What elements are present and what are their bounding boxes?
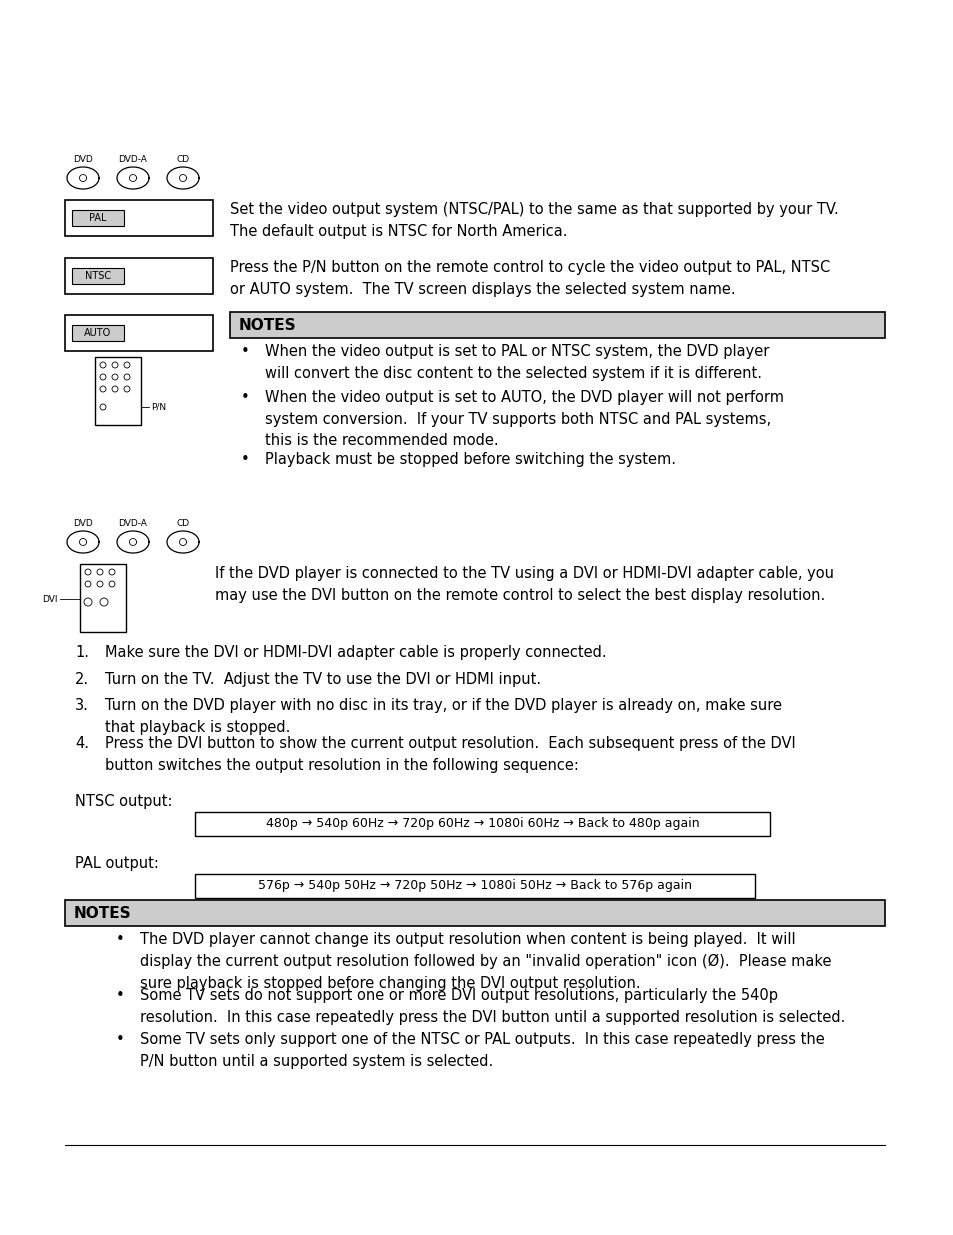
- Text: Set the video output system (NTSC/PAL) to the same as that supported by your TV.: Set the video output system (NTSC/PAL) t…: [230, 203, 838, 240]
- Bar: [230, 312, 884, 338]
- Text: Some TV sets do not support one or more DVI output resolutions, particularly the: Some TV sets do not support one or more …: [140, 988, 844, 1025]
- Bar: [65, 200, 213, 236]
- Text: When the video output is set to AUTO, the DVD player will not perform
system con: When the video output is set to AUTO, th…: [265, 390, 783, 448]
- Text: When the video output is set to PAL or NTSC system, the DVD player
will convert : When the video output is set to PAL or N…: [265, 345, 768, 380]
- Text: Press the P/N button on the remote control to cycle the video output to PAL, NTS: Press the P/N button on the remote contr…: [230, 261, 829, 298]
- Text: PAL output:: PAL output:: [75, 856, 159, 871]
- Text: Turn on the DVD player with no disc in its tray, or if the DVD player is already: Turn on the DVD player with no disc in i…: [105, 698, 781, 735]
- Text: CD: CD: [176, 156, 190, 164]
- Bar: [65, 900, 884, 926]
- Text: DVD-A: DVD-A: [118, 156, 148, 164]
- Bar: [65, 258, 213, 294]
- Text: •: •: [115, 932, 124, 947]
- Text: Turn on the TV.  Adjust the TV to use the DVI or HDMI input.: Turn on the TV. Adjust the TV to use the…: [105, 672, 540, 687]
- Text: 2.: 2.: [75, 672, 89, 687]
- Text: •: •: [115, 1032, 124, 1047]
- Bar: [194, 811, 769, 836]
- Text: DVD-A: DVD-A: [118, 519, 148, 529]
- Text: Some TV sets only support one of the NTSC or PAL outputs.  In this case repeated: Some TV sets only support one of the NTS…: [140, 1032, 824, 1068]
- Bar: [71, 210, 124, 226]
- Text: Playback must be stopped before switching the system.: Playback must be stopped before switchin…: [265, 452, 676, 467]
- Text: DVI: DVI: [43, 594, 58, 604]
- Text: AUTO: AUTO: [84, 329, 112, 338]
- Text: NOTES: NOTES: [239, 317, 296, 332]
- Text: The DVD player cannot change its output resolution when content is being played.: The DVD player cannot change its output …: [140, 932, 831, 990]
- Text: 1.: 1.: [75, 645, 89, 659]
- Text: •: •: [240, 452, 249, 467]
- Text: P/N: P/N: [151, 403, 166, 411]
- Text: NTSC: NTSC: [85, 270, 111, 282]
- Bar: [95, 357, 141, 425]
- Bar: [71, 325, 124, 341]
- Text: If the DVD player is connected to the TV using a DVI or HDMI-DVI adapter cable, : If the DVD player is connected to the TV…: [214, 566, 833, 603]
- Bar: [80, 564, 126, 632]
- Text: 3.: 3.: [75, 698, 89, 713]
- Bar: [65, 315, 213, 351]
- Text: Make sure the DVI or HDMI-DVI adapter cable is properly connected.: Make sure the DVI or HDMI-DVI adapter ca…: [105, 645, 606, 659]
- Text: •: •: [240, 390, 249, 405]
- Text: Press the DVI button to show the current output resolution.  Each subsequent pre: Press the DVI button to show the current…: [105, 736, 795, 773]
- Text: •: •: [115, 988, 124, 1003]
- Text: •: •: [240, 345, 249, 359]
- Bar: [194, 874, 754, 898]
- Bar: [71, 268, 124, 284]
- Text: 576p → 540p 50Hz → 720p 50Hz → 1080i 50Hz → Back to 576p again: 576p → 540p 50Hz → 720p 50Hz → 1080i 50H…: [257, 879, 691, 893]
- Text: NTSC output:: NTSC output:: [75, 794, 172, 809]
- Text: CD: CD: [176, 519, 190, 529]
- Text: NOTES: NOTES: [74, 905, 132, 920]
- Text: DVD: DVD: [73, 519, 92, 529]
- Text: PAL: PAL: [90, 212, 107, 224]
- Text: 480p → 540p 60Hz → 720p 60Hz → 1080i 60Hz → Back to 480p again: 480p → 540p 60Hz → 720p 60Hz → 1080i 60H…: [265, 818, 699, 830]
- Text: DVD: DVD: [73, 156, 92, 164]
- Text: 4.: 4.: [75, 736, 89, 751]
